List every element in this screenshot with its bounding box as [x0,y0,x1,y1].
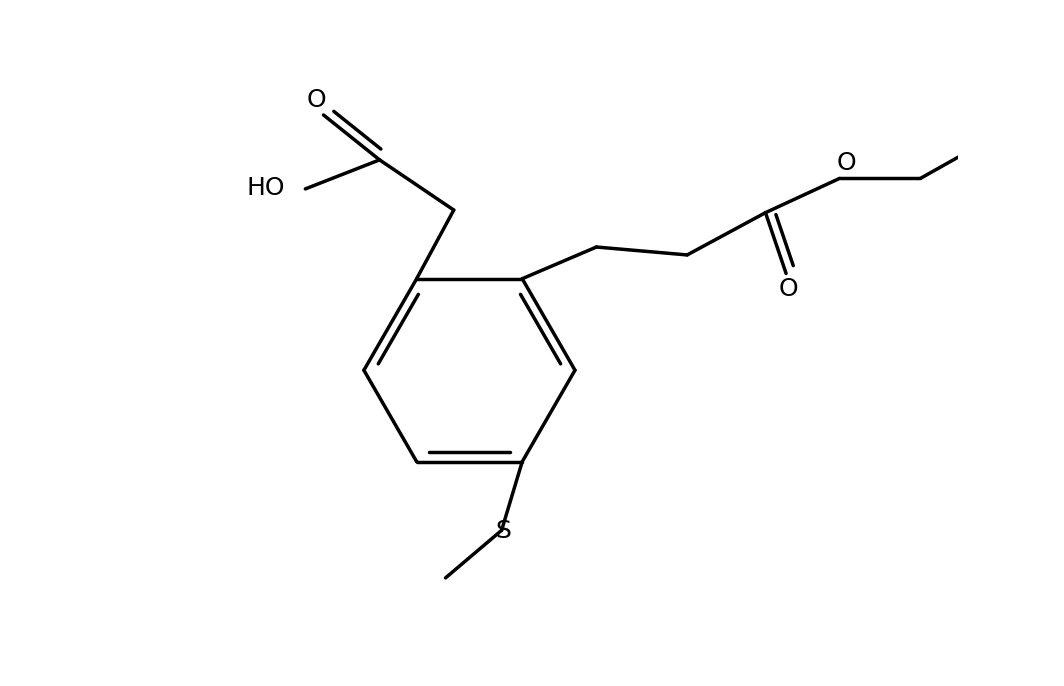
Text: O: O [779,277,798,301]
Text: O: O [836,150,857,174]
Text: O: O [307,88,327,113]
Text: S: S [496,519,511,543]
Text: HO: HO [247,176,285,200]
